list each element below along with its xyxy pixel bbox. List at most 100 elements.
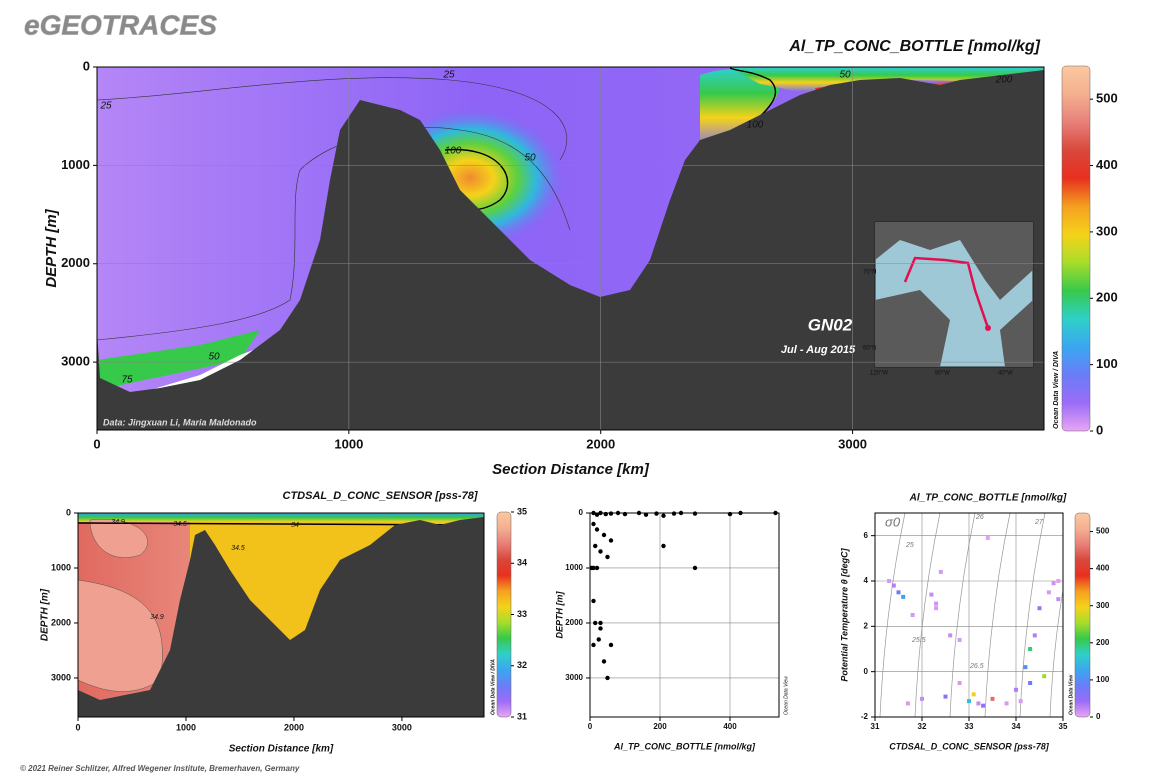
field-patch [150, 340, 280, 390]
map-label: 40°W [998, 371, 1013, 377]
colorbar-tick-label: 400 [1096, 157, 1118, 172]
map-land [1000, 300, 1033, 367]
y-tick-label: 3000 [61, 354, 90, 369]
isopycnal [914, 512, 941, 718]
point [938, 569, 943, 574]
y-axis-label: Potential Temperature θ [degC] [839, 547, 849, 681]
y-tick-label: 1000 [61, 157, 90, 172]
colorbar [1074, 512, 1091, 718]
y-tick-label: 0 [579, 508, 584, 517]
y-axis-label: DEPTH [m] [43, 208, 60, 287]
point [887, 579, 892, 583]
y-tick-label: 2000 [51, 617, 71, 627]
colorbar [1061, 65, 1091, 432]
point [608, 538, 614, 543]
x-axis-label: Al_TP_CONC_BOTTLE [nmol/kg] [613, 741, 756, 751]
point [643, 512, 649, 517]
isopycnals [879, 512, 1064, 718]
header-title: eGEOTRACES [24, 9, 217, 40]
y-tick-label: 0 [66, 507, 71, 517]
colorbar-label: Ocean Data View / DIVA [490, 659, 496, 715]
contour-label: 50 [208, 352, 220, 363]
x-tick-label: 400 [723, 722, 737, 731]
y-tick-label: 2000 [61, 255, 90, 270]
contour [96, 77, 568, 161]
point [591, 598, 596, 604]
point [608, 642, 614, 648]
point [1028, 681, 1033, 685]
point [976, 701, 981, 706]
isopycnal-label: 25.5 [911, 637, 926, 644]
y-tick-label: 6 [864, 531, 869, 540]
point [622, 511, 628, 517]
y-tick-label: 2 [864, 621, 869, 630]
point [910, 613, 915, 617]
contour-label: 34 [291, 522, 299, 529]
point [596, 637, 601, 642]
point [598, 510, 603, 516]
point [601, 532, 607, 538]
point [934, 601, 939, 606]
y-axis-label: DEPTH [m] [40, 588, 51, 641]
point [901, 594, 906, 599]
y-axis-label: DEPTH [m] [554, 590, 564, 638]
plot-frame [96, 66, 1045, 431]
point [661, 543, 666, 549]
plot-frame [589, 512, 780, 718]
cruise-track [903, 256, 990, 329]
point [920, 696, 924, 701]
point [1037, 606, 1042, 611]
point [692, 565, 698, 571]
chart-title: CTDSAL_D_CONC_SENSOR [pss-78] [283, 490, 478, 502]
isopycnal-label: 25 [905, 542, 914, 549]
x-tick-label: 3000 [838, 436, 867, 451]
colorbar-label: Ocean Data View [1068, 674, 1074, 715]
colorbar-label: Ocean Data View / DIVA [1053, 351, 1060, 429]
x-tick-label: 33 [965, 722, 974, 731]
point [615, 510, 621, 516]
contour-label: 100 [445, 146, 462, 157]
y-tick-label: 1000 [51, 562, 71, 572]
topography [97, 70, 1044, 430]
colorbar-tick-label: 300 [1096, 601, 1110, 610]
point [1056, 579, 1061, 583]
track-end [985, 325, 991, 331]
y-tick-label: 3000 [565, 673, 583, 682]
colorbar-tick-label: 100 [1096, 675, 1110, 684]
y-tick-label: 2000 [565, 618, 583, 627]
point [605, 554, 610, 560]
map-label: 120°W [870, 371, 888, 377]
colorbar-tick-label: 35 [517, 506, 527, 516]
map-label: 60°N [863, 346, 876, 352]
point [591, 642, 596, 648]
isopycnal [1019, 512, 1046, 718]
colorbar-tick-label: 100 [1096, 356, 1118, 371]
contour-label: 50 [839, 70, 851, 81]
point [985, 535, 990, 540]
point [605, 675, 610, 681]
plot-frame [77, 512, 485, 718]
point [1056, 597, 1061, 602]
point [1023, 665, 1028, 670]
point [593, 620, 598, 626]
point [1046, 590, 1051, 595]
point [591, 510, 596, 516]
point [1042, 674, 1047, 679]
point [905, 701, 910, 706]
point [598, 626, 603, 631]
map-label: 70°N [863, 270, 876, 276]
contour-label: 75 [121, 375, 133, 386]
footer: © 2021 Reiner Schlitzer, Alfred Wegener … [20, 764, 300, 773]
point [943, 694, 948, 699]
y-tick-label: 1000 [565, 563, 583, 572]
point [948, 633, 953, 638]
point [727, 511, 733, 517]
x-tick-label: 34 [1012, 722, 1021, 731]
point [598, 549, 603, 554]
point [608, 511, 614, 516]
contour-label: 34.5 [173, 521, 187, 528]
point [1018, 699, 1023, 704]
cruise-period: Jul - Aug 2015 [781, 344, 856, 356]
